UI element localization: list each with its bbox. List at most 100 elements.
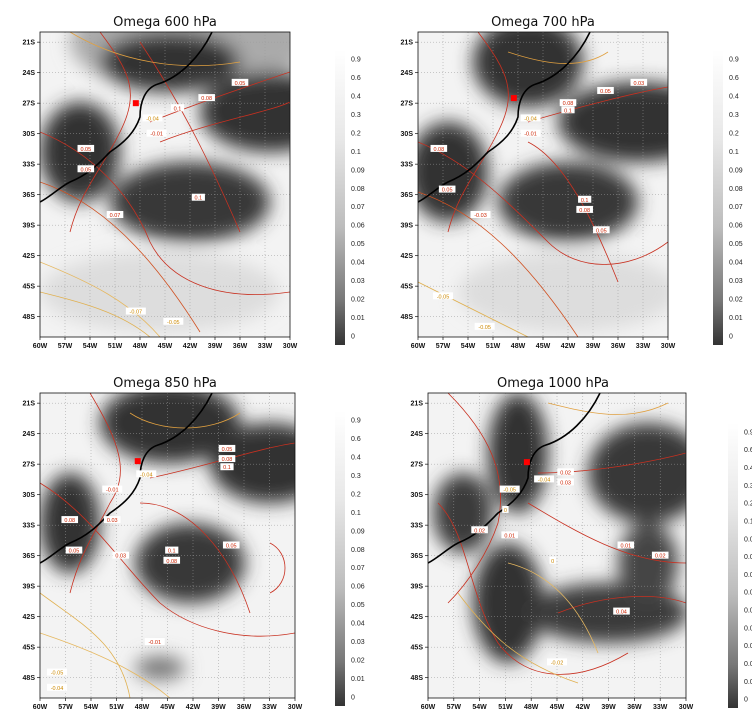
contour-label-box: [103, 516, 121, 524]
location-marker: [132, 100, 139, 107]
x-tick-label: 60W: [411, 343, 426, 350]
colorbar-tick-label: 0.01: [744, 679, 752, 686]
y-tick-label: 27S: [23, 101, 36, 108]
contour-label: 0.08: [201, 96, 212, 102]
colorbar-tick-label: 0.4: [351, 455, 361, 462]
colorbar-tick-label: 0.05: [351, 602, 365, 609]
contour-label-box: [198, 94, 215, 102]
contour-label: -0.04: [524, 116, 537, 122]
contour-label-box: [222, 541, 240, 549]
contour-label: 0.1: [174, 106, 182, 112]
colorbar-ticks: 0.9 0.6 0.4 0.3 0.2 0.1 0.09 0.08 0.07 0.06 0.05 0.…: [351, 57, 365, 341]
colorbar-tick-label: 0.4: [729, 94, 739, 101]
shading: [433, 393, 686, 663]
x-tick-label: 42W: [561, 343, 576, 350]
colorbar-tick-label: 0.04: [351, 621, 365, 628]
colorbar-tick-label: 0.08: [351, 547, 365, 554]
contour-label: 0.04: [616, 610, 627, 616]
y-tick-label: 30S: [23, 492, 36, 499]
y-axis-ticks: 21S 24S 27S 30S 33S 36S 39S 42S 45S 48S: [23, 40, 40, 321]
y-tick-label: 24S: [23, 70, 36, 77]
y-tick-label: 33S: [411, 523, 424, 530]
contour-label-box: [651, 551, 669, 559]
gridlines: [428, 393, 686, 698]
x-tick-label: 51W: [486, 343, 501, 350]
colorbar-tick-label: 0.06: [351, 223, 365, 230]
y-tick-label: 36S: [411, 553, 424, 560]
contour-label-box: [136, 470, 157, 478]
colorbar-tick-label: 0.1: [351, 510, 361, 517]
contour-label: 0.1: [195, 196, 203, 202]
colorbar-tick-label: 0.9: [351, 418, 361, 425]
contour-label: 0.05: [235, 81, 246, 87]
colorbar-tick-label: 0.06: [351, 584, 365, 591]
colorbar-tick-label: 0.3: [744, 483, 752, 490]
y-tick-label: 42S: [23, 614, 36, 621]
x-tick-label: 57W: [436, 343, 451, 350]
contour-label: 0.01: [620, 544, 631, 550]
colorbar-tick-label: 0.08: [351, 186, 365, 193]
contour-label: 0.07: [110, 213, 121, 219]
y-tick-label: 39S: [401, 223, 414, 230]
contour-label: -0.04: [51, 686, 64, 692]
contour-label: 0.08: [222, 457, 233, 463]
x-tick-label: 33W: [636, 343, 651, 350]
colorbar-tick-label: 0.3: [351, 112, 361, 119]
contour-label: -0.01: [106, 488, 119, 494]
x-axis-ticks: 60W 57W 54W 51W 48W 45W 42W 39W 36W 33W 30W: [33, 698, 303, 711]
location-marker: [134, 458, 141, 465]
contour-label-box: [146, 129, 167, 137]
contour-label-box: [520, 129, 541, 137]
contour-label: -0.05: [437, 294, 450, 300]
y-tick-label: 36S: [23, 192, 36, 199]
colorbar: 0.9 0.6 0.4 0.3 0.2 0.1 0.09 0.08 0.07 0.06 0.05 0.…: [335, 411, 365, 706]
colorbar-tick-label: 0.05: [729, 241, 743, 248]
colorbar-tick-label: 0.01: [351, 676, 365, 683]
colorbar-tick-label: 0.05: [351, 241, 365, 248]
contour-label: -0.01: [524, 132, 537, 138]
y-tick-label: 21S: [411, 401, 424, 408]
contour-label-box: [557, 468, 574, 476]
colorbar-tick-label: 0.1: [744, 518, 752, 525]
contour-label-box: [578, 195, 592, 203]
contour-label: -0.02: [551, 660, 564, 666]
colorbar-tick-label: 0.09: [729, 167, 743, 174]
colorbar-tick-label: 0.09: [351, 167, 365, 174]
x-tick-label: 30W: [661, 343, 676, 350]
contour-label: 0.03: [633, 81, 644, 87]
contour-label: -0.05: [51, 671, 64, 677]
contour-label-box: [430, 144, 448, 152]
x-tick-label: 54W: [84, 704, 99, 711]
contour-label: -0.01: [148, 640, 161, 646]
x-tick-label: 39W: [208, 343, 223, 350]
contour-label-box: [77, 165, 95, 173]
colorbar-tick-label: 0.04: [351, 260, 365, 267]
y-tick-label: 45S: [23, 645, 36, 652]
y-tick-label: 39S: [411, 584, 424, 591]
colorbar-tick-label: 0.07: [351, 565, 365, 572]
y-tick-label: 48S: [23, 675, 36, 682]
y-tick-label: 45S: [23, 284, 36, 291]
contour-label: -0.04: [146, 116, 159, 122]
y-tick-label: 27S: [411, 462, 424, 469]
colorbar-tick-label: 0.09: [351, 528, 365, 535]
y-tick-label: 48S: [401, 314, 414, 321]
x-tick-label: 51W: [498, 704, 513, 711]
colorbar-tick-label: 0.3: [729, 112, 739, 119]
contour-label-box: [220, 463, 234, 471]
contour-label: -0.03: [474, 213, 487, 219]
contour-label: -0.04: [140, 472, 153, 478]
colorbar-tick-label: 0.2: [729, 130, 739, 137]
contour-label: 0: [504, 508, 507, 514]
contour-label: -0.05: [167, 320, 180, 326]
colorbar-ticks: 0.9 0.6 0.4 0.3 0.2 0.1 0.09 0.08 0.07 0.06 0.05 0.…: [351, 418, 365, 702]
contour-label: 0.08: [64, 518, 75, 524]
x-tick-label: 30W: [679, 704, 694, 711]
x-tick-label: 51W: [109, 704, 124, 711]
contours: [40, 32, 290, 337]
contour-label: 0.05: [80, 167, 91, 173]
contour-label: -0.05: [503, 488, 516, 494]
x-tick-label: 33W: [258, 343, 273, 350]
y-tick-label: 45S: [411, 645, 424, 652]
